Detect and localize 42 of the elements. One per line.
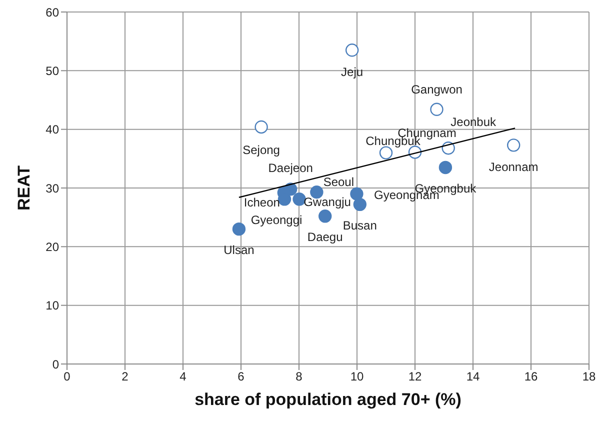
data-label: Seoul: [323, 175, 354, 190]
x-tick-label: 4: [180, 370, 187, 384]
data-label: Icheon: [244, 196, 280, 210]
y-tick-label: 50: [46, 64, 60, 78]
data-label: Jeonbuk: [450, 115, 498, 130]
x-tick-label: 2: [122, 370, 129, 384]
point: [507, 138, 520, 152]
data-label: Gangwon: [411, 82, 462, 96]
x-tick-label: 10: [350, 370, 364, 384]
x-tick-label: 16: [524, 370, 538, 384]
point: [430, 102, 444, 116]
data-label: Busan: [342, 218, 377, 232]
y-tick-label: 20: [46, 240, 60, 254]
x-tick-label: 14: [466, 370, 480, 384]
data-label: Gyeonggi: [250, 213, 302, 228]
point: [232, 222, 246, 236]
data-label: Gwangju: [304, 195, 351, 210]
x-axis-title: share of population aged 70+ (%): [194, 390, 462, 409]
x-tick-label: 0: [64, 370, 71, 384]
data-label: Daegu: [307, 230, 343, 244]
point: [353, 198, 366, 212]
y-tick-label: 40: [46, 122, 60, 137]
point: [254, 120, 268, 134]
point: [350, 187, 364, 200]
y-tick-label: 0: [52, 357, 60, 372]
y-tick-label: 30: [46, 181, 60, 196]
point: [345, 44, 359, 57]
point: [292, 192, 306, 206]
x-tick-label: 6: [238, 370, 245, 384]
y-axis-title: REAT: [14, 164, 34, 211]
data-label: Jeju: [341, 65, 364, 80]
y-tick-label: 10: [46, 298, 60, 313]
data-label: Ulsan: [224, 243, 254, 258]
data-label: Daejeon: [268, 161, 313, 176]
point: [438, 160, 452, 174]
x-tick-label: 18: [582, 370, 596, 384]
y-tick-label: 60: [46, 5, 60, 20]
data-label: Jeonnam: [488, 160, 538, 174]
x-tick-label: 12: [408, 370, 422, 384]
data-label: Sejong: [242, 142, 280, 157]
point: [318, 210, 332, 223]
x-tick-label: 8: [296, 370, 303, 384]
